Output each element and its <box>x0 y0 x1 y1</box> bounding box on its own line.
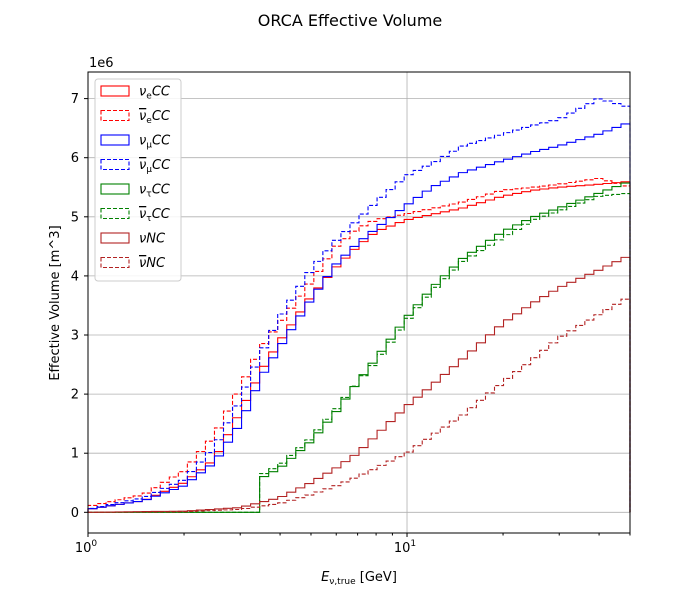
legend-label-5: ντCC <box>139 207 171 224</box>
plot-frame <box>87 71 631 534</box>
legend-handle-0 <box>100 85 130 97</box>
series-line-3 <box>87 98 631 513</box>
chart-title: ORCA Effective Volume <box>258 11 443 30</box>
y-axis-ticks: 0 1 2 3 4 5 6 7 <box>71 92 88 521</box>
legend-label-4: ντCC <box>139 183 171 200</box>
legend-label-0: νeCC <box>139 85 171 102</box>
y-tick-label-5: 5 <box>71 210 79 225</box>
y-tick-label-7: 7 <box>71 92 79 107</box>
legend-label-7: νNC <box>139 256 166 271</box>
series-line-7 <box>87 298 631 513</box>
legend-handle-4 <box>100 183 130 195</box>
y-axis-label: Effective Volume [m^3] <box>48 225 63 380</box>
series-lines <box>87 98 631 513</box>
series-line-5 <box>88 193 631 513</box>
legend-label-6: νNC <box>139 232 166 247</box>
legend: νeCC νeCC νμCC νμCC ντCC ντCC νNC νNC <box>94 78 182 282</box>
y-tick-label-0: 0 <box>71 506 79 521</box>
legend-handle-6 <box>100 232 130 244</box>
legend-handle-2 <box>100 134 130 146</box>
x-axis-label: Eν,true [GeV] <box>321 570 397 587</box>
y-tick-label-4: 4 <box>71 269 79 284</box>
y-tick-label-1: 1 <box>71 447 79 462</box>
legend-handle-5 <box>100 207 130 220</box>
legend-box <box>94 78 182 282</box>
x-tick-label-0: 100 <box>75 539 98 556</box>
y-tick-label-6: 6 <box>71 151 79 166</box>
legend-handle-1 <box>100 109 130 122</box>
series-line-2 <box>87 123 631 513</box>
y-tick-label-3: 3 <box>71 329 79 344</box>
y-multiplier-label: 1e6 <box>89 56 114 71</box>
legend-label-2: νμCC <box>139 134 171 151</box>
legend-label-1: νeCC <box>139 109 171 126</box>
x-tick-label-1: 101 <box>394 539 416 556</box>
x-axis-ticks: 100 101 <box>75 533 631 556</box>
legend-handle-7 <box>100 256 130 269</box>
legend-label-3: νμCC <box>139 158 171 175</box>
legend-handle-3 <box>100 158 130 171</box>
y-tick-label-2: 2 <box>71 388 79 403</box>
series-line-1 <box>87 177 631 513</box>
